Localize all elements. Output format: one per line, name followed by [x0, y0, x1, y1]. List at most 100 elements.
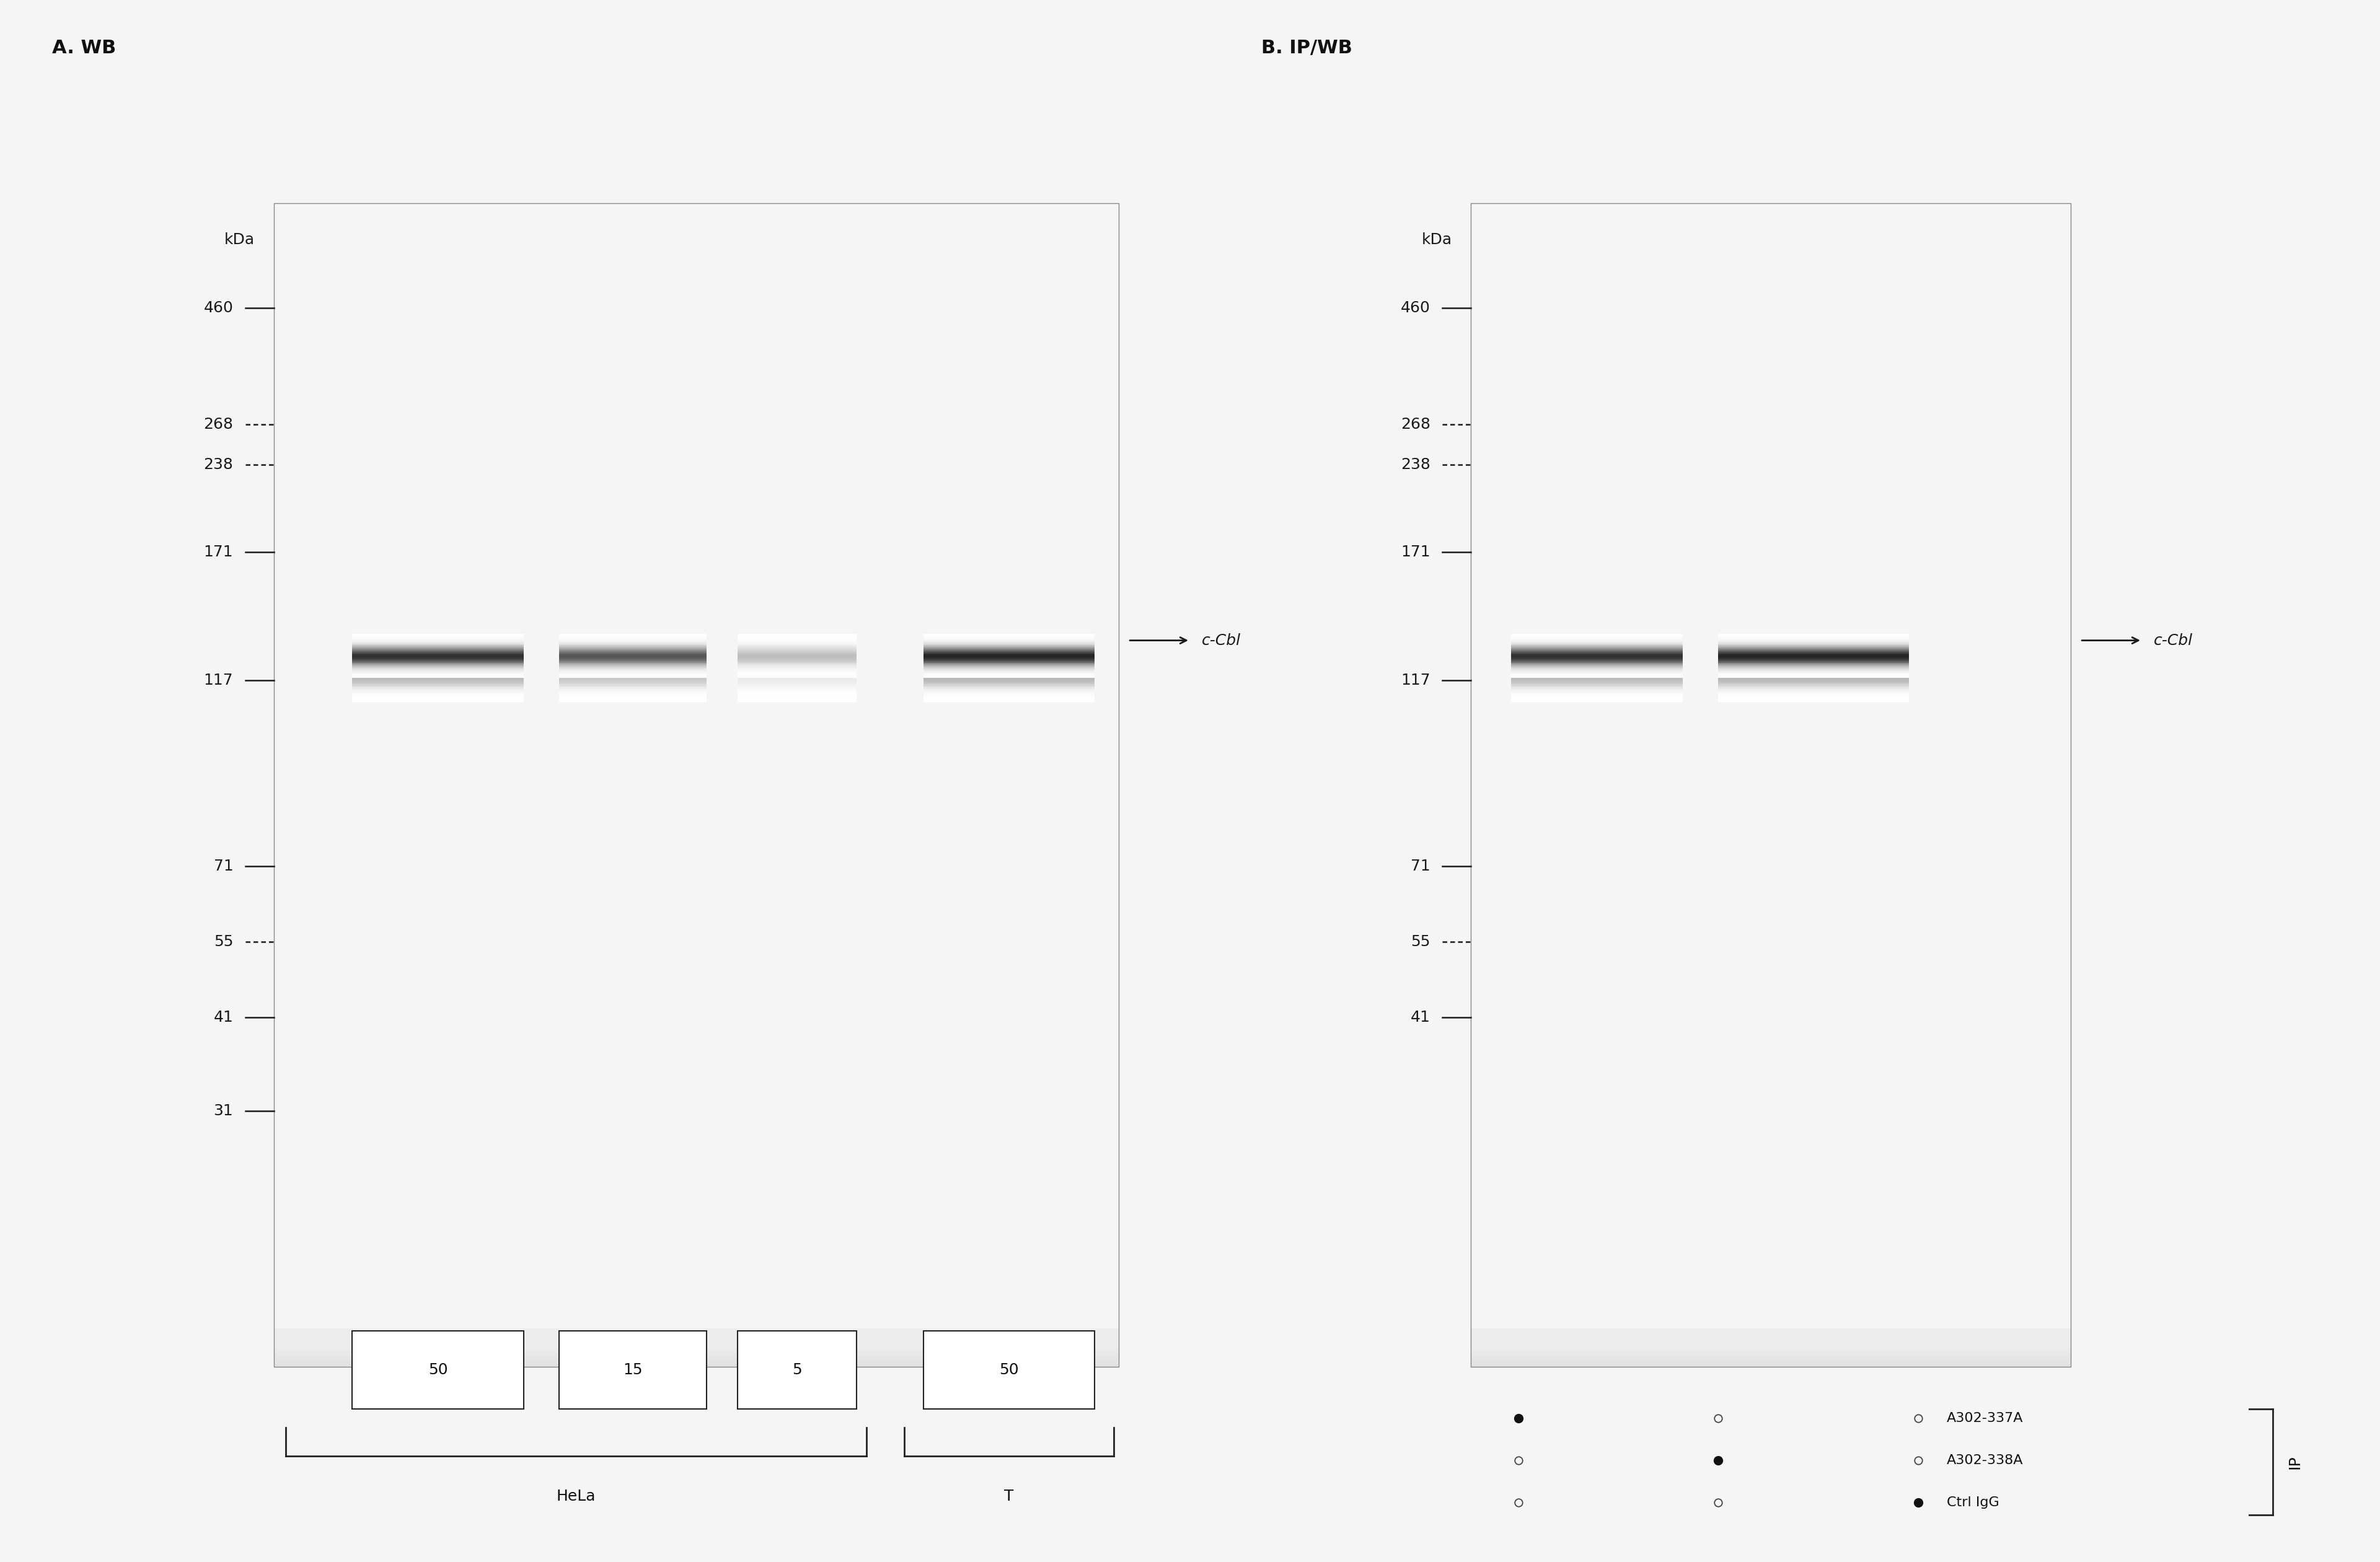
Bar — [274, 1337, 1119, 1356]
Text: HeLa: HeLa — [557, 1489, 595, 1504]
Bar — [274, 1331, 1119, 1350]
Bar — [738, 692, 857, 694]
Bar — [352, 700, 524, 701]
Bar — [1511, 683, 1683, 684]
Bar — [1471, 1329, 2071, 1350]
Bar — [1718, 695, 1909, 697]
Bar — [1718, 681, 1909, 683]
Text: Ctrl IgG: Ctrl IgG — [1947, 1496, 1999, 1509]
Bar — [274, 1343, 1119, 1362]
Bar — [559, 694, 707, 695]
Bar — [1511, 686, 1683, 687]
Text: 50: 50 — [428, 1362, 447, 1378]
Bar — [923, 694, 1095, 695]
Text: 31: 31 — [214, 1103, 233, 1118]
Bar — [1471, 1340, 2071, 1361]
Bar — [274, 1345, 1119, 1364]
Bar — [274, 1340, 1119, 1359]
Bar — [1471, 1340, 2071, 1359]
Bar — [274, 1329, 1119, 1348]
Text: 460: 460 — [205, 300, 233, 316]
Bar — [1718, 679, 1909, 681]
Bar — [274, 1337, 1119, 1356]
Bar — [274, 1339, 1119, 1359]
Bar — [559, 689, 707, 690]
Bar — [274, 1340, 1119, 1359]
Bar — [274, 1331, 1119, 1350]
Bar — [738, 1331, 857, 1409]
Bar — [1471, 1329, 2071, 1348]
Text: A302-338A: A302-338A — [1947, 1454, 2023, 1467]
Bar — [559, 700, 707, 701]
Bar — [1471, 1331, 2071, 1350]
Bar — [352, 694, 524, 695]
Bar — [923, 681, 1095, 683]
Text: 5: 5 — [793, 1362, 802, 1378]
Bar — [274, 1346, 1119, 1365]
Bar — [274, 1331, 1119, 1351]
Bar — [1471, 1336, 2071, 1356]
Text: 55: 55 — [1411, 934, 1430, 950]
Bar — [738, 690, 857, 692]
Bar — [559, 681, 707, 683]
Bar — [352, 690, 524, 692]
Text: 238: 238 — [205, 458, 233, 472]
Bar — [352, 695, 524, 697]
Bar — [1471, 1328, 2071, 1348]
Bar — [1471, 1337, 2071, 1356]
Bar — [1718, 697, 1909, 698]
Bar — [738, 684, 857, 686]
Bar — [274, 1345, 1119, 1364]
Bar — [559, 683, 707, 684]
Bar — [274, 1339, 1119, 1357]
Text: 41: 41 — [214, 1011, 233, 1025]
Bar — [274, 1336, 1119, 1354]
Bar — [1471, 1336, 2071, 1354]
Bar — [923, 1331, 1095, 1409]
Bar — [1471, 1345, 2071, 1364]
Bar — [1471, 1346, 2071, 1367]
Bar — [1718, 690, 1909, 692]
Bar — [274, 1331, 1119, 1350]
Bar — [1471, 1346, 2071, 1367]
Bar — [1471, 1339, 2071, 1357]
Bar — [274, 1346, 1119, 1367]
Bar — [559, 697, 707, 698]
Bar — [274, 1342, 1119, 1361]
Bar — [1471, 1329, 2071, 1350]
Bar — [1471, 1336, 2071, 1356]
Text: 71: 71 — [214, 859, 233, 873]
Bar — [1471, 1342, 2071, 1362]
Bar — [1511, 694, 1683, 695]
Bar — [274, 1345, 1119, 1365]
Bar — [274, 1342, 1119, 1361]
Bar — [352, 686, 524, 687]
Bar — [1471, 1331, 2071, 1350]
Text: c-Cbl: c-Cbl — [2154, 633, 2192, 648]
Bar — [738, 697, 857, 698]
Bar — [1471, 1339, 2071, 1359]
Bar — [1471, 1345, 2071, 1364]
Bar — [923, 687, 1095, 689]
Bar — [1471, 1334, 2071, 1353]
Bar — [274, 1332, 1119, 1353]
Text: kDa: kDa — [224, 233, 255, 247]
Bar — [274, 1336, 1119, 1356]
Bar — [559, 686, 707, 687]
Bar — [274, 1346, 1119, 1365]
Bar — [274, 1342, 1119, 1362]
Bar — [352, 1331, 524, 1409]
Bar — [1511, 687, 1683, 689]
Bar — [923, 678, 1095, 679]
Bar — [274, 1332, 1119, 1353]
Bar — [1511, 684, 1683, 686]
Bar — [274, 1332, 1119, 1351]
Bar — [352, 679, 524, 681]
Bar — [1471, 1334, 2071, 1354]
Bar — [1511, 678, 1683, 679]
Bar — [274, 1334, 1119, 1354]
Bar — [1471, 1345, 2071, 1365]
Text: 268: 268 — [202, 417, 233, 431]
Bar — [1471, 1342, 2071, 1361]
Text: 55: 55 — [214, 934, 233, 950]
